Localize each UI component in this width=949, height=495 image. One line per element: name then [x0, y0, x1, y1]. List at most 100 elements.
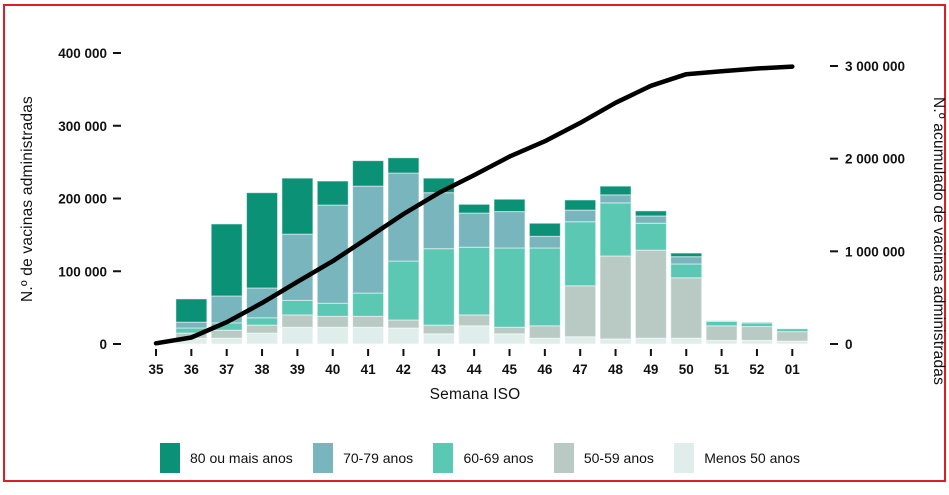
bar-segment: [493, 326, 526, 335]
legend-label-70-79: 70-79 anos: [343, 450, 414, 466]
x-axis-tick-label: 50: [679, 362, 694, 377]
bar-segment: [564, 285, 597, 338]
legend-label-50-59: 50-59 anos: [583, 450, 654, 466]
bar-segment: [281, 314, 314, 328]
bar-segment: [246, 332, 279, 345]
legend-swatch-60-69: [433, 443, 454, 473]
bar-segment: [422, 192, 455, 250]
bar-segment: [599, 202, 632, 257]
bar-segment: [670, 256, 703, 265]
legend-item-80plus: 80 ou mais anos: [160, 443, 293, 473]
x-axis-tick-label: 47: [573, 362, 588, 377]
x-axis-tick-label: 39: [290, 362, 305, 377]
bar-segment: [387, 157, 420, 174]
bar-segment: [246, 317, 279, 326]
right-axis-title: N.º acumulado de vacinas administradas: [930, 96, 947, 386]
bar-segment: [458, 325, 491, 345]
left-axis-tick-label: 400 000: [58, 46, 107, 61]
bar-segment: [493, 333, 526, 345]
bar-segment: [528, 337, 561, 345]
bar-segment: [634, 215, 667, 224]
bar-segment: [246, 192, 279, 289]
bar-segment: [634, 337, 667, 345]
bar-segment: [210, 223, 243, 297]
bar-segment: [740, 322, 773, 328]
bar-segment: [740, 321, 773, 324]
left-axis-tick-label: 300 000: [58, 119, 107, 134]
left-axis-title: N.º de vacinas administradas: [19, 96, 36, 302]
bar-segment: [246, 324, 279, 334]
bar-segment: [564, 336, 597, 345]
bar-segment: [670, 277, 703, 339]
x-axis-tick-label: 41: [361, 362, 377, 377]
bar-segment: [599, 255, 632, 340]
bar-segment: [175, 321, 208, 329]
x-axis-tick-label: 51: [714, 362, 730, 377]
bar-segment: [352, 326, 385, 345]
bar-segment: [281, 177, 314, 235]
right-axis-tick-label: 1 000 000: [845, 244, 905, 259]
x-axis-tick-label: 38: [255, 362, 271, 377]
x-axis-tick-label: 35: [148, 362, 164, 377]
bar-segment: [599, 338, 632, 345]
bar-segment: [634, 222, 667, 251]
bar-segment: [458, 314, 491, 327]
legend: 80 ou mais anos 70-79 anos 60-69 anos 50…: [160, 438, 800, 478]
x-axis-title: Semana ISO: [429, 386, 521, 403]
legend-swatch-70-79: [313, 443, 334, 473]
x-axis-tick-label: 48: [608, 362, 624, 377]
bar-segment: [387, 172, 420, 262]
bar-segment: [564, 199, 597, 211]
bar-segment: [387, 260, 420, 321]
x-axis-tick-label: 01: [785, 362, 801, 377]
bar-segment: [422, 248, 455, 326]
bar-segment: [528, 222, 561, 237]
bar-segment: [316, 204, 349, 304]
bar-segment: [422, 324, 455, 335]
bar-segment: [422, 333, 455, 345]
bar-segment: [670, 252, 703, 258]
legend-item-menos50: Menos 50 anos: [674, 443, 800, 473]
legend-item-60-69: 60-69 anos: [433, 443, 534, 473]
bar-segment: [599, 185, 632, 196]
bar-segment: [528, 235, 561, 249]
bar-segment: [316, 180, 349, 206]
right-axis-tick-label: 0: [845, 337, 853, 352]
bar-segment: [281, 326, 314, 345]
x-axis-tick-label: 40: [325, 362, 340, 377]
legend-swatch-menos50: [674, 443, 695, 473]
left-axis-tick-label: 0: [99, 337, 107, 352]
x-axis-tick-label: 45: [502, 362, 518, 377]
bar-segment: [316, 315, 349, 328]
legend-label-80plus: 80 ou mais anos: [190, 450, 293, 466]
bar-segment: [740, 326, 773, 341]
legend-item-70-79: 70-79 anos: [313, 443, 413, 473]
x-axis-tick-label: 37: [219, 362, 234, 377]
cumulative-line: [153, 64, 795, 346]
bar-segment: [634, 249, 667, 339]
bar-segment: [705, 325, 738, 341]
legend-swatch-50-59: [553, 443, 574, 473]
x-axis-tick-label: 46: [537, 362, 553, 377]
legend-item-50-59: 50-59 anos: [553, 443, 654, 473]
legend-label-60-69: 60-69 anos: [463, 450, 534, 466]
bar-segment: [599, 194, 632, 204]
bar-segment: [352, 292, 385, 317]
bar-segment: [740, 339, 773, 345]
x-axis-tick-label: 49: [643, 362, 658, 377]
left-axis-tick-label: 200 000: [58, 192, 107, 207]
bar-segment: [564, 221, 597, 287]
bar-segment: [175, 298, 208, 323]
bar-segment: [776, 331, 809, 342]
x-axis-tick-label: 52: [749, 362, 764, 377]
bar-segment: [316, 326, 349, 345]
x-axis-tick-label: 44: [467, 362, 483, 377]
bar-segment: [493, 211, 526, 249]
bar-segment: [705, 339, 738, 345]
bar-segment: [458, 203, 491, 214]
x-axis-tick-label: 42: [396, 362, 411, 377]
bar-segment: [670, 337, 703, 345]
bar-segment: [564, 209, 597, 223]
